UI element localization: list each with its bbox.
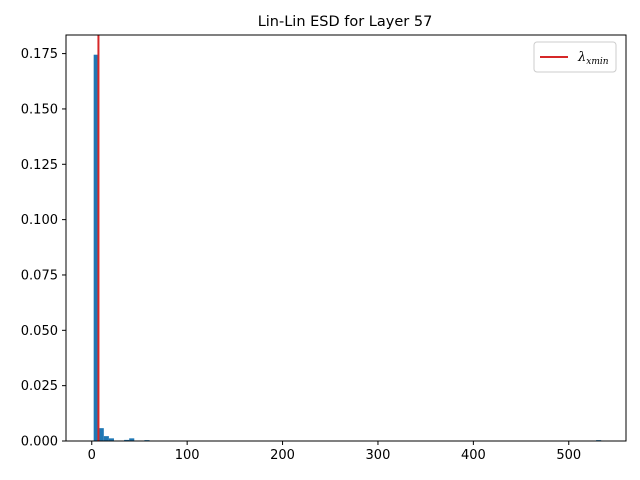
y-tick-label-5: 0.125 (21, 158, 58, 173)
histogram-bar-3 (108, 438, 114, 441)
legend: λxmin (533, 41, 617, 73)
y-tick-label-7: 0.175 (21, 47, 58, 62)
x-tick-label-0: 0 (88, 448, 96, 463)
histogram-bars (93, 54, 602, 441)
x-tick-label-100: 100 (175, 448, 200, 463)
histogram-bar-5 (129, 438, 135, 441)
y-tick-label-1: 0.025 (21, 379, 58, 394)
y-tick-label-6: 0.150 (21, 102, 58, 117)
x-axis: 0 100 200 300 400 500 (88, 441, 581, 463)
legend-label: λxmin (577, 50, 609, 67)
plot-frame (65, 34, 627, 442)
legend-label-main: λ (577, 50, 586, 65)
x-tick-label-300: 300 (366, 448, 391, 463)
y-tick-label-4: 0.100 (21, 213, 58, 228)
chart-title: Lin-Lin ESD for Layer 57 (258, 14, 433, 30)
y-axis: 0.000 0.025 0.050 0.075 0.100 0.125 0.150 0.175 (21, 47, 66, 450)
y-tick-label-3: 0.075 (21, 268, 58, 283)
legend-box (533, 41, 617, 73)
y-tick-label-0: 0.000 (21, 435, 58, 450)
x-tick-label-200: 200 (270, 448, 295, 463)
x-tick-label-500: 500 (556, 448, 581, 463)
histogram-bar-4 (124, 439, 130, 441)
histogram-bar-2 (103, 436, 109, 441)
y-tick-label-2: 0.050 (21, 324, 58, 339)
x-tick-label-400: 400 (461, 448, 486, 463)
histogram-bar-1 (98, 428, 104, 441)
histogram-bar-0 (93, 54, 99, 441)
legend-label-sub: xmin (586, 57, 608, 67)
